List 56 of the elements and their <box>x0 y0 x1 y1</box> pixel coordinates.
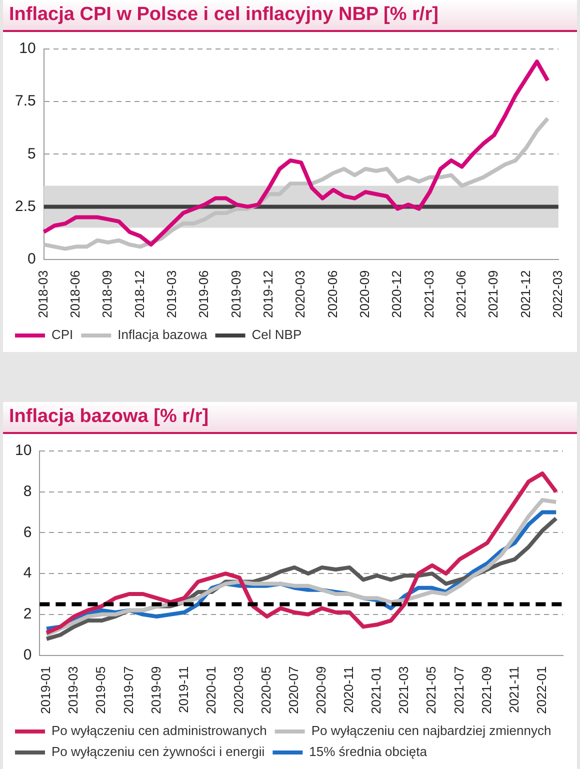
legend-label: 15% średnia obcięta <box>309 744 428 760</box>
x-tick-label: 2018-09 <box>100 270 115 318</box>
x-tick-label: 2018-03 <box>35 270 50 318</box>
x-tick-label: 2020-07 <box>286 666 302 714</box>
x-tick-label: 2020-06 <box>324 270 340 318</box>
x-tick-label: 2020-03 <box>230 666 246 714</box>
chart-title: Inflacja CPI w Polsce i cel inflacyjny NBP [% r/r] <box>3 0 577 32</box>
x-tick-label: 2021-03 <box>396 666 412 714</box>
y-tick-label: 10 <box>14 442 32 460</box>
x-tick-label: 2021-05 <box>424 666 439 714</box>
y-tick-label: 6 <box>23 524 32 541</box>
y-tick-label: 5 <box>28 145 36 162</box>
y-tick-label: 0 <box>28 250 36 268</box>
chart-title: Inflacja bazowa [% r/r] <box>3 402 577 434</box>
x-tick-label: 2019-03 <box>164 270 180 318</box>
x-tick-label: 2021-07 <box>451 666 466 714</box>
legend-label: Cel NBP <box>252 327 302 342</box>
x-tick-label: 2022-03 <box>550 270 565 318</box>
x-tick-label: 2020-01 <box>203 666 218 714</box>
x-tick-label: 2018-12 <box>132 270 147 318</box>
y-tick-label: 0 <box>23 646 32 664</box>
x-tick-label: 2019-06 <box>196 270 212 318</box>
y-tick-label: 8 <box>23 483 32 500</box>
legend-label: Po wyłączeniu cen żywności i energii <box>52 744 265 760</box>
x-tick-label: 2021-09 <box>478 666 494 714</box>
x-tick-label: 2021-11 <box>506 666 522 714</box>
x-tick-label: 2020-05 <box>258 666 274 714</box>
x-tick-label: 2019-07 <box>120 666 136 714</box>
legend-label: Po wyłączeniu cen administrowanych <box>52 723 267 738</box>
x-tick-label: 2021-01 <box>368 666 384 714</box>
x-tick-label: 2022-01 <box>534 666 549 714</box>
x-tick-label: 2019-01 <box>38 666 54 714</box>
x-tick-label: 2020-12 <box>389 270 404 318</box>
x-tick-label: 2019-05 <box>93 666 108 714</box>
x-tick-label: 2021-06 <box>454 270 468 318</box>
x-tick-label: 2020-09 <box>357 270 372 318</box>
legend-label: Po wyłączeniu cen najbardziej zmiennych <box>311 723 552 738</box>
x-tick-label: 2018-06 <box>68 270 83 318</box>
y-tick-label: 4 <box>23 564 32 582</box>
y-tick-label: 2.5 <box>14 198 36 215</box>
x-tick-label: 2021-12 <box>518 270 533 318</box>
x-tick-label: 2020-11 <box>341 666 356 714</box>
x-tick-label: 2019-03 <box>66 666 81 714</box>
y-tick-label: 2 <box>23 606 32 623</box>
x-tick-label: 2020-09 <box>314 666 329 714</box>
y-tick-label: 7.5 <box>14 92 36 110</box>
x-tick-label: 2021-09 <box>486 270 501 318</box>
legend-label: CPI <box>52 327 74 342</box>
y-tick-label: 10 <box>19 40 36 58</box>
x-tick-label: 2021-03 <box>421 270 436 318</box>
x-tick-label: 2020-03 <box>292 270 308 318</box>
legend-label: Inflacja bazowa <box>118 327 208 342</box>
x-tick-label: 2019-09 <box>228 270 244 318</box>
x-tick-label: 2019-12 <box>260 270 276 318</box>
x-tick-label: 2019-11 <box>176 666 191 714</box>
x-tick-label: 2019-09 <box>148 666 164 714</box>
